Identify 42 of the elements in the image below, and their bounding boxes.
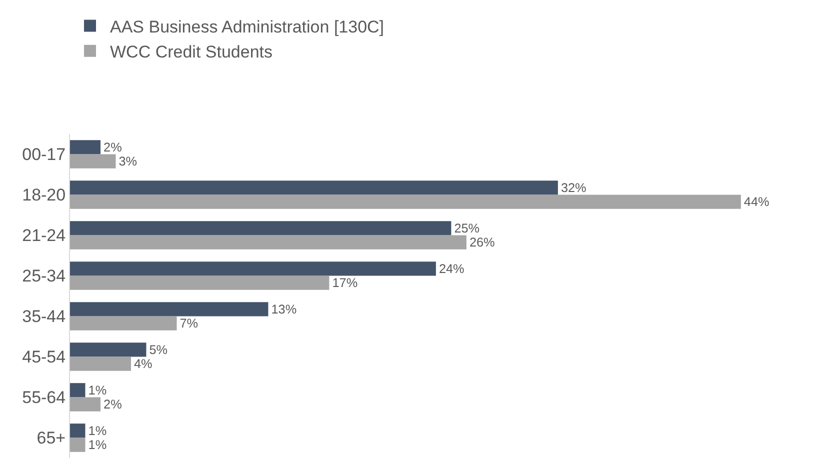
y-tick-label: 18-20 [22, 186, 66, 205]
data-label: 13% [271, 302, 297, 316]
data-label: 1% [88, 424, 107, 438]
data-label: 2% [104, 140, 122, 154]
y-tick-label: 65+ [36, 428, 66, 448]
y-tick-label: 35-44 [22, 307, 66, 326]
bar [70, 154, 116, 168]
legend-label: WCC Credit Students [110, 42, 272, 62]
bar [70, 235, 466, 250]
bar [70, 316, 177, 330]
bar [70, 262, 436, 276]
data-label: 25% [454, 221, 480, 236]
bar [70, 438, 86, 452]
bar [70, 276, 330, 290]
bar [70, 424, 86, 438]
bar [70, 383, 86, 398]
bar [70, 302, 268, 316]
y-tick-label: 55-64 [22, 388, 66, 408]
data-label: 44% [744, 194, 770, 209]
bar [70, 140, 100, 154]
data-label: 4% [134, 356, 152, 371]
legend-label: AAS Business Administration [130C] [110, 17, 384, 36]
data-label: 2% [104, 397, 122, 412]
bar [70, 180, 558, 195]
data-label: 1% [88, 383, 107, 398]
data-label: 24% [438, 262, 464, 276]
bar [70, 397, 100, 412]
y-tick-label: 45-54 [22, 348, 66, 367]
y-tick-label: 25-34 [22, 266, 66, 286]
data-label: 26% [469, 235, 495, 250]
data-label: 1% [88, 438, 107, 452]
data-label: 3% [118, 154, 138, 168]
data-label: 7% [180, 316, 198, 330]
data-label: 5% [149, 342, 168, 357]
data-label: 17% [332, 276, 358, 290]
y-tick-label: 00-17 [22, 145, 66, 164]
bar [70, 221, 452, 236]
y-tick-label: 21-24 [22, 226, 66, 246]
bar [70, 194, 741, 209]
data-label: 32% [560, 180, 586, 195]
bar [70, 342, 146, 357]
bar [70, 356, 131, 371]
